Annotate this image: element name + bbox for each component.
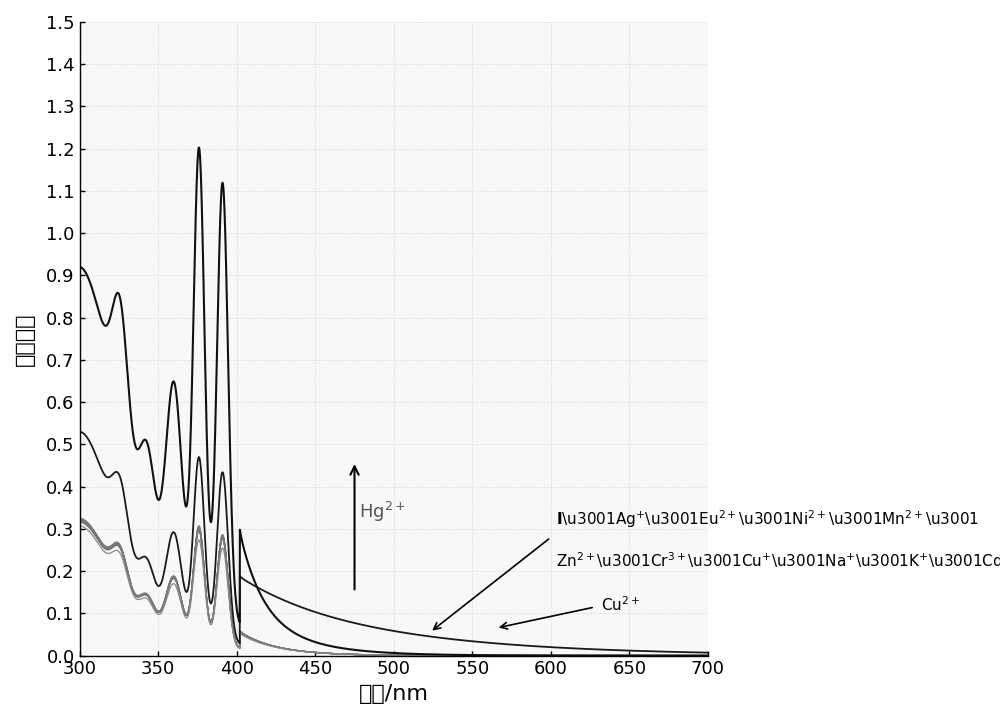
Text: Hg$^{2+}$: Hg$^{2+}$ <box>359 500 406 524</box>
Y-axis label: 吸收强度: 吸收强度 <box>15 312 35 365</box>
Text: $\mathbf{I}$\u3001Ag$^{+}$\u3001Eu$^{2+}$\u3001Ni$^{2+}$\u3001Mn$^{2+}$\u3001: $\mathbf{I}$\u3001Ag$^{+}$\u3001Eu$^{2+}… <box>556 508 979 530</box>
X-axis label: 波长/nm: 波长/nm <box>359 684 429 704</box>
Text: Cu$^{2+}$: Cu$^{2+}$ <box>601 595 640 614</box>
Text: Zn$^{2+}$\u3001Cr$^{3+}$\u3001Cu$^{+}$\u3001Na$^{+}$\u3001K$^{+}$\u3001Cd$^{2+}$: Zn$^{2+}$\u3001Cr$^{3+}$\u3001Cu$^{+}$\u… <box>556 550 1000 570</box>
